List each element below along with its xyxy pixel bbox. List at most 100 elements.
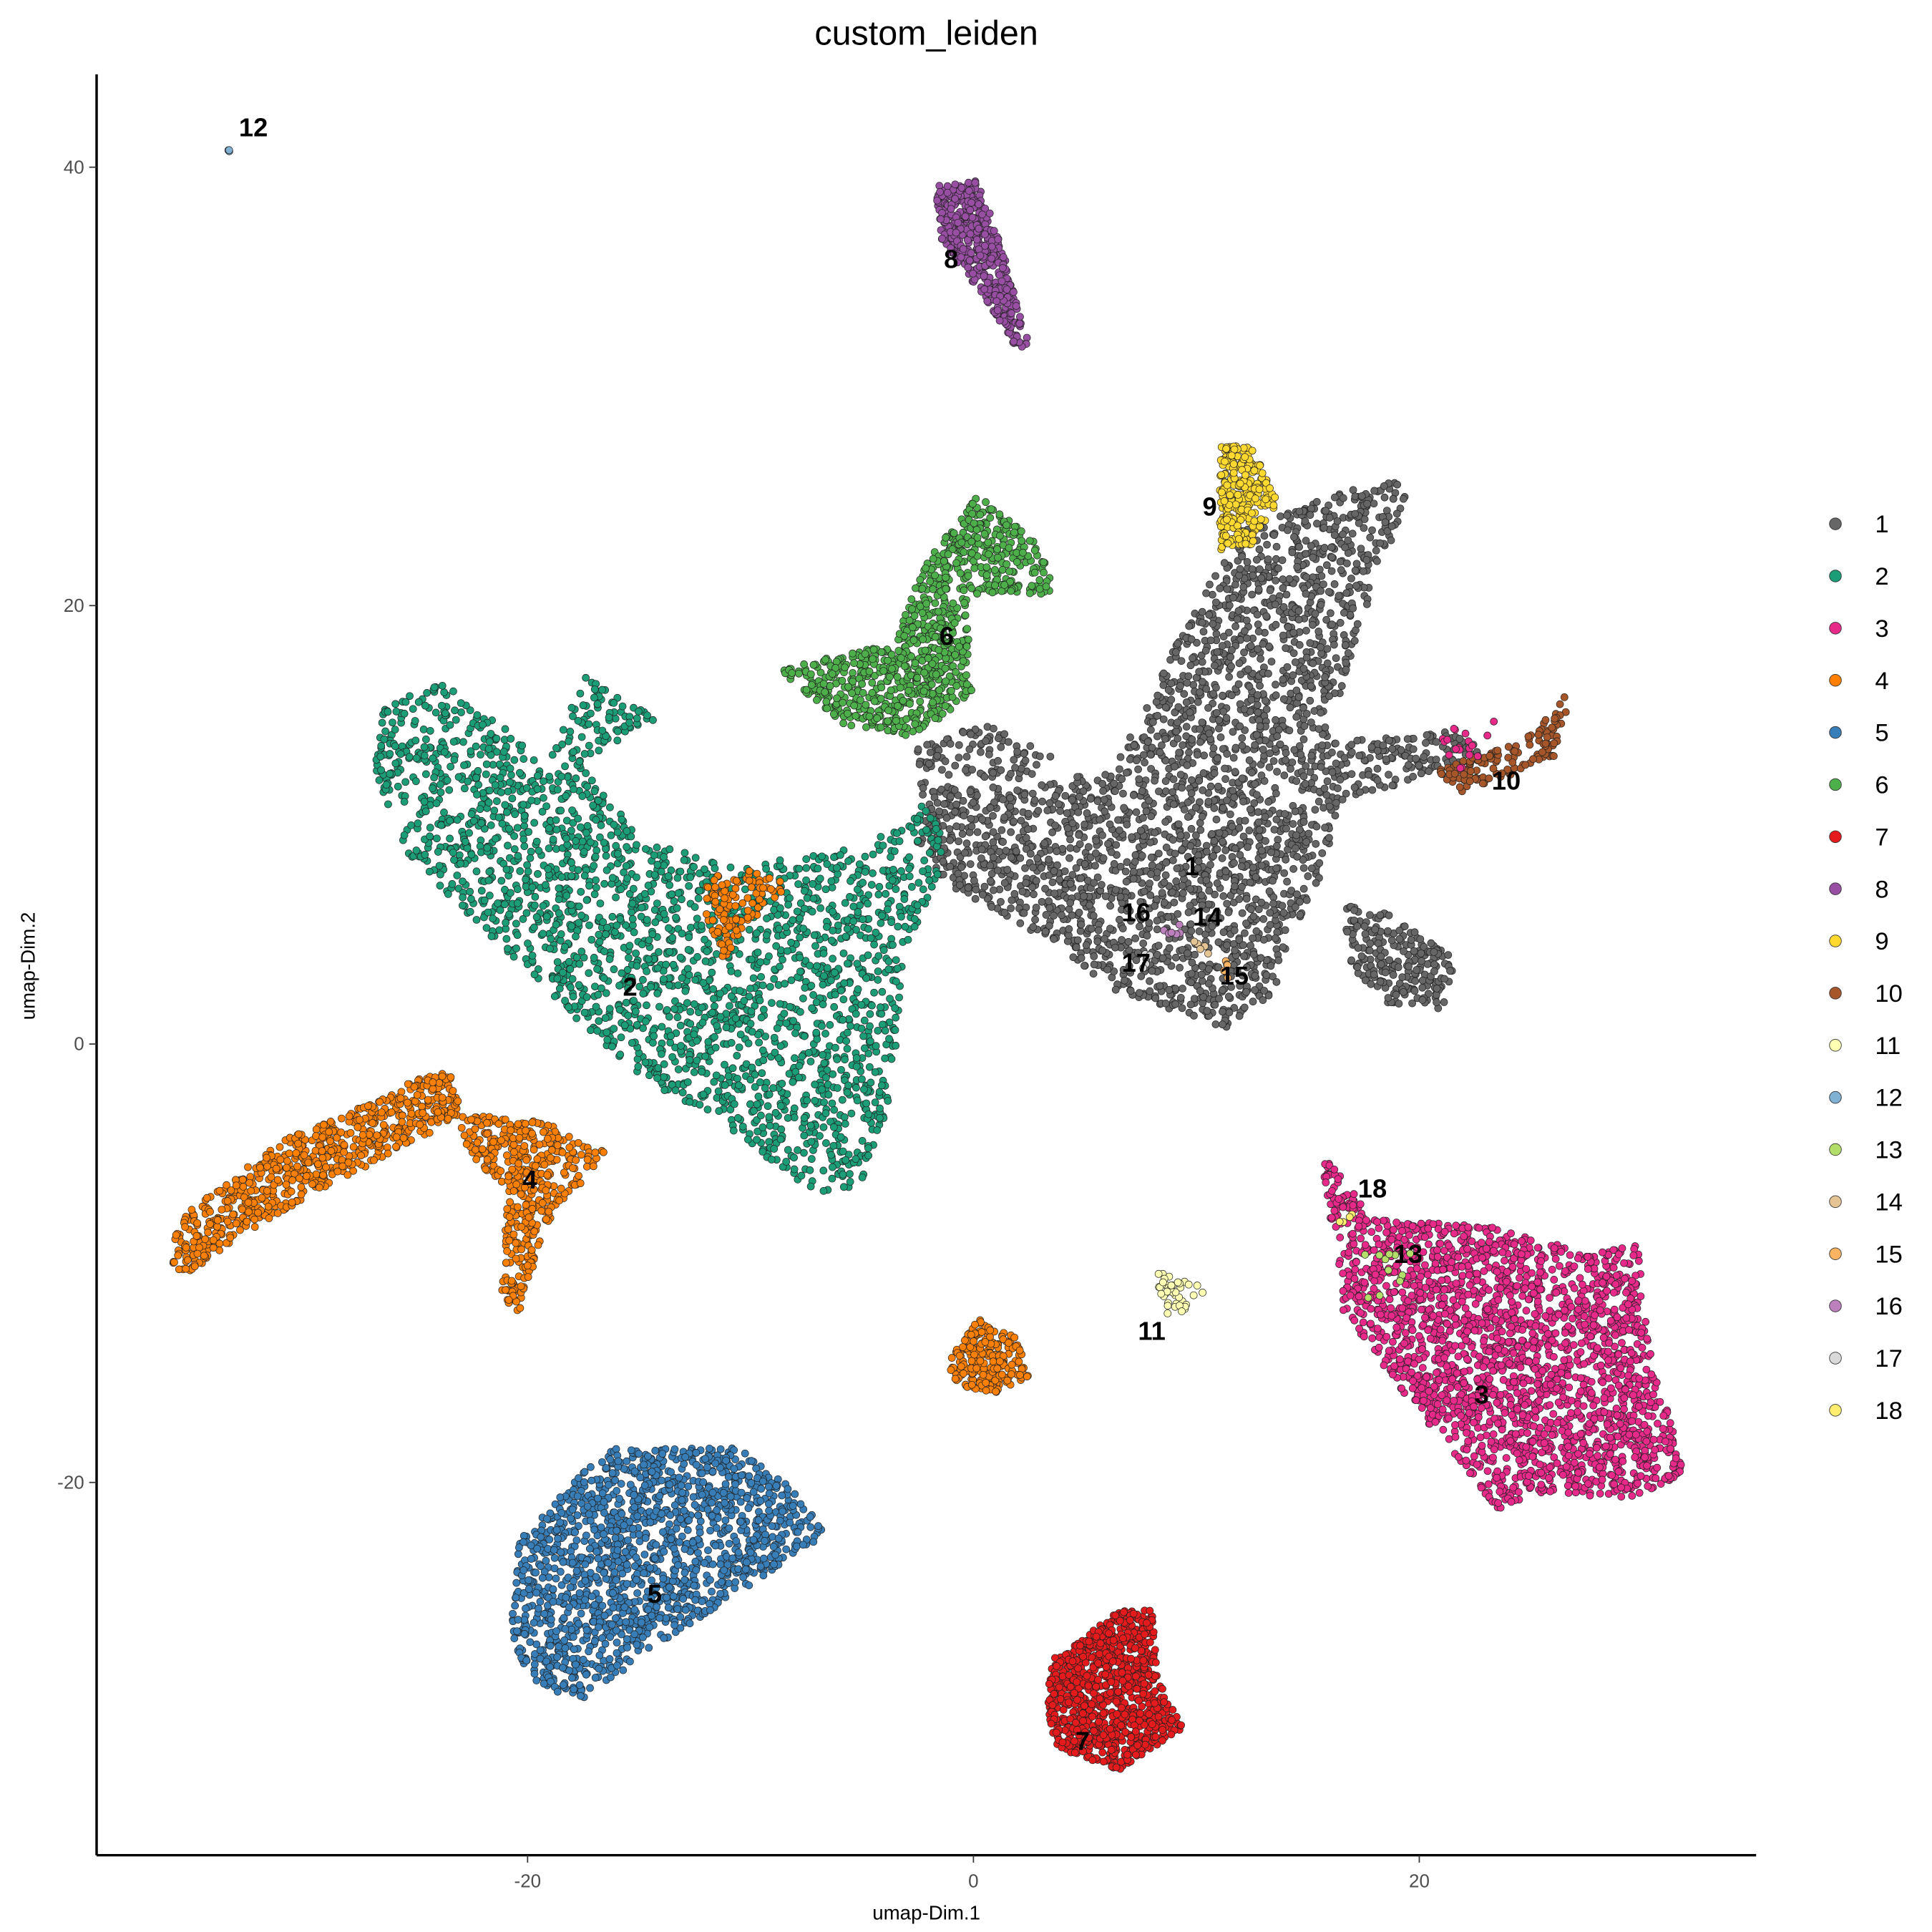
point-cluster-1 <box>1291 807 1299 816</box>
point-cluster-2 <box>766 982 774 991</box>
point-cluster-1 <box>1336 619 1345 627</box>
point-cluster-1 <box>1282 855 1290 864</box>
point-cluster-1 <box>1028 789 1037 798</box>
point-cluster-1 <box>989 838 997 847</box>
point-cluster-2 <box>784 947 791 955</box>
point-cluster-1 <box>1282 748 1290 757</box>
point-cluster-1 <box>1235 1012 1244 1020</box>
point-cluster-1 <box>1011 763 1019 772</box>
point-cluster-2 <box>507 735 515 743</box>
point-cluster-1 <box>1257 847 1266 855</box>
point-cluster-1 <box>1350 906 1358 914</box>
point-cluster-1 <box>1309 620 1317 629</box>
point-cluster-1 <box>1408 999 1416 1008</box>
point-cluster-1 <box>1410 947 1418 955</box>
point-cluster-2 <box>846 1170 854 1178</box>
point-cluster-1 <box>1347 770 1356 779</box>
point-cluster-1 <box>951 761 960 770</box>
point-cluster-2 <box>680 849 689 857</box>
point-cluster-1 <box>1045 855 1053 864</box>
point-cluster-1 <box>1204 703 1212 712</box>
point-cluster-1 <box>1156 982 1164 990</box>
point-cluster-1 <box>1370 487 1378 495</box>
point-cluster-1 <box>1193 751 1201 759</box>
point-cluster-1 <box>1254 708 1262 717</box>
point-cluster-1 <box>1335 592 1343 600</box>
point-cluster-2 <box>612 893 620 902</box>
point-cluster-1 <box>1138 787 1146 795</box>
point-cluster-1 <box>1132 756 1141 765</box>
point-cluster-2 <box>735 1043 743 1052</box>
point-cluster-2 <box>587 709 595 718</box>
point-cluster-1 <box>1253 555 1261 564</box>
point-cluster-1 <box>1090 879 1098 887</box>
point-cluster-1 <box>1178 784 1186 792</box>
point-cluster-2 <box>502 919 510 927</box>
point-cluster-1 <box>1004 738 1013 746</box>
point-cluster-1 <box>1319 580 1327 588</box>
point-cluster-2 <box>693 952 701 961</box>
point-cluster-1 <box>1198 718 1206 726</box>
point-cluster-2 <box>603 923 611 932</box>
point-cluster-1 <box>1353 736 1362 745</box>
point-cluster-1 <box>1111 985 1120 994</box>
point-cluster-1 <box>1333 517 1342 525</box>
point-cluster-1 <box>1167 679 1176 688</box>
point-cluster-1 <box>1267 848 1275 857</box>
point-cluster-1 <box>1349 486 1357 494</box>
point-cluster-1 <box>939 857 947 866</box>
point-cluster-2 <box>932 825 940 833</box>
point-cluster-1 <box>1101 892 1110 900</box>
point-cluster-1 <box>1379 741 1387 749</box>
point-cluster-1 <box>1075 831 1083 839</box>
point-cluster-1 <box>945 825 954 833</box>
point-cluster-2 <box>422 770 430 779</box>
point-cluster-2 <box>568 806 576 814</box>
point-cluster-2 <box>724 1072 733 1080</box>
point-cluster-1 <box>1050 889 1058 897</box>
point-cluster-1 <box>1171 648 1180 656</box>
point-cluster-1 <box>1101 935 1108 943</box>
point-cluster-1 <box>997 897 1005 906</box>
point-cluster-1 <box>961 849 969 857</box>
point-cluster-2 <box>810 931 819 940</box>
point-cluster-2 <box>547 935 555 943</box>
point-cluster-2 <box>824 1091 833 1099</box>
point-cluster-1 <box>1282 590 1291 599</box>
point-cluster-2 <box>582 673 590 682</box>
point-cluster-1 <box>1221 775 1229 784</box>
point-cluster-1 <box>1146 977 1153 985</box>
point-cluster-1 <box>1284 526 1292 535</box>
point-cluster-2 <box>807 982 816 990</box>
point-cluster-1 <box>955 753 963 762</box>
point-cluster-1 <box>1273 732 1282 741</box>
point-cluster-2 <box>864 951 872 960</box>
point-cluster-2 <box>574 866 582 874</box>
point-cluster-1 <box>977 748 985 756</box>
point-cluster-1 <box>1299 864 1308 872</box>
point-cluster-2 <box>784 1146 792 1154</box>
point-cluster-1 <box>1278 902 1287 910</box>
point-cluster-2 <box>759 1005 768 1014</box>
point-cluster-1 <box>1337 566 1345 575</box>
point-cluster-1 <box>959 796 967 805</box>
point-cluster-1 <box>1403 735 1412 743</box>
point-cluster-1 <box>1208 830 1216 838</box>
point-cluster-1 <box>1246 942 1254 950</box>
point-cluster-1 <box>1205 887 1214 895</box>
point-cluster-1 <box>1188 958 1196 967</box>
point-cluster-2 <box>600 974 608 982</box>
point-cluster-1 <box>1121 976 1128 985</box>
point-cluster-2 <box>542 802 550 811</box>
point-cluster-2 <box>625 718 633 727</box>
point-cluster-2 <box>513 899 522 907</box>
point-cluster-1 <box>1146 987 1154 995</box>
point-cluster-1 <box>1003 866 1012 874</box>
point-cluster-1 <box>1118 775 1126 784</box>
point-cluster-1 <box>1387 522 1396 530</box>
point-cluster-2 <box>512 919 520 928</box>
point-cluster-2 <box>749 974 758 982</box>
point-cluster-1 <box>1393 480 1402 489</box>
point-cluster-2 <box>809 991 817 999</box>
point-cluster-2 <box>566 727 575 736</box>
